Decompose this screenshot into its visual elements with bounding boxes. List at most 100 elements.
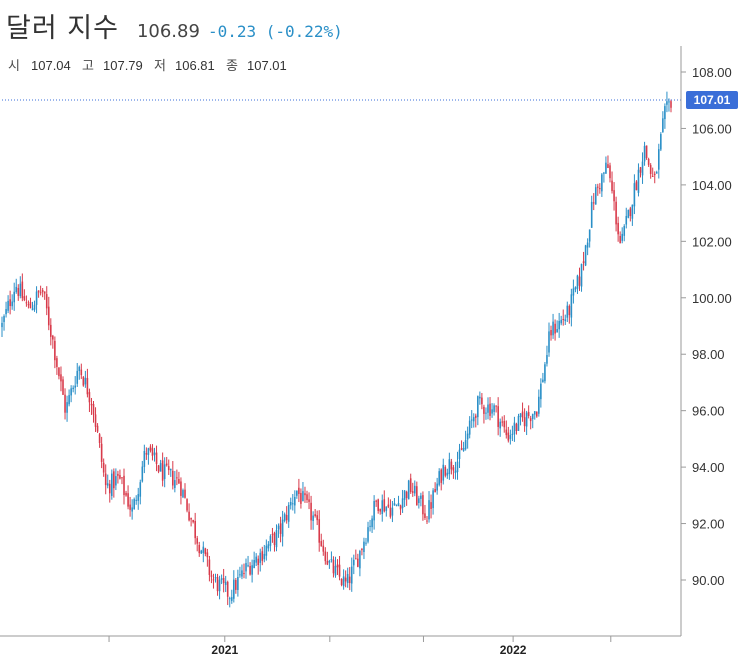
candle-body	[82, 377, 85, 386]
candle	[393, 498, 396, 506]
candle-body	[25, 302, 28, 304]
candle	[361, 547, 363, 556]
candle	[178, 471, 180, 484]
candle	[230, 589, 233, 604]
candle	[379, 508, 382, 515]
candle-body	[320, 541, 323, 547]
candle-body	[334, 565, 337, 576]
candle	[485, 407, 487, 420]
candle-body	[344, 577, 347, 582]
candle-body	[159, 463, 162, 472]
candle	[460, 440, 463, 451]
candle-body	[233, 579, 235, 599]
candle-body	[564, 319, 567, 322]
candle-body	[37, 290, 40, 293]
candle	[519, 413, 522, 426]
candle-body	[507, 432, 510, 441]
candle	[395, 504, 398, 507]
candle-body	[371, 518, 373, 528]
candle	[172, 461, 174, 490]
x-tick-label: 2021	[211, 643, 238, 657]
candle	[442, 458, 445, 485]
candle	[420, 492, 422, 507]
candle-body	[653, 173, 656, 176]
candle-body	[269, 536, 272, 546]
candle-body	[314, 514, 316, 516]
candle	[462, 441, 465, 452]
candle	[491, 403, 493, 418]
candle-body	[9, 299, 11, 307]
candle-body	[613, 190, 615, 202]
candle-body	[224, 581, 227, 585]
candle-body	[245, 563, 247, 572]
candle	[289, 497, 292, 510]
candle	[261, 546, 264, 566]
candle	[426, 516, 428, 525]
candle	[62, 376, 64, 395]
candle	[474, 413, 477, 428]
candle	[409, 473, 412, 494]
candle-body	[157, 465, 160, 472]
candle-body	[560, 319, 562, 324]
candle-body	[505, 429, 508, 436]
candle-body	[416, 486, 418, 506]
candle	[385, 506, 388, 517]
candle-body	[511, 433, 514, 435]
candle	[318, 510, 321, 552]
candle-body	[566, 305, 569, 318]
candle-body	[265, 545, 268, 556]
candle	[649, 163, 652, 179]
candle	[326, 551, 329, 566]
candle-body	[43, 291, 46, 294]
candle-body	[631, 204, 634, 219]
candle-body	[13, 291, 16, 303]
candle-body	[27, 304, 30, 306]
price-chart[interactable]: 108.00 106.00 104.00 102.00 100.00 98.00 96.00…	[0, 46, 743, 665]
y-tick-label: 100.00	[692, 291, 732, 306]
candle-body	[440, 469, 443, 483]
candle	[123, 468, 125, 505]
candle	[41, 287, 44, 298]
candle	[660, 132, 662, 152]
candle-body	[165, 463, 168, 466]
candle	[214, 573, 217, 583]
candle-body	[1, 322, 3, 328]
candle-body	[568, 305, 571, 316]
candle	[662, 111, 664, 133]
candle	[428, 491, 430, 523]
candle	[576, 274, 579, 294]
candle-body	[45, 294, 48, 309]
candle	[424, 504, 426, 520]
candle	[542, 372, 544, 383]
candle-body	[562, 319, 565, 321]
candle	[586, 238, 589, 256]
candle	[39, 285, 42, 296]
candle-body	[369, 525, 371, 527]
candle	[670, 99, 672, 113]
candle-body	[226, 581, 229, 597]
candle-body	[241, 570, 243, 577]
candle-body	[361, 548, 363, 551]
candle-body	[403, 490, 406, 500]
candle-body	[60, 374, 62, 382]
candle-body	[460, 448, 463, 450]
candle	[33, 300, 36, 312]
candle-body	[204, 548, 207, 555]
candle-body	[302, 491, 304, 502]
candle	[627, 209, 630, 219]
candle	[466, 426, 469, 449]
candle-body	[503, 421, 506, 428]
candle	[23, 289, 26, 302]
candle-body	[348, 576, 351, 584]
candle	[397, 495, 400, 507]
candle	[521, 402, 524, 422]
candle-body	[106, 483, 109, 486]
candle-body	[525, 412, 528, 427]
candle-body	[318, 519, 321, 543]
candle	[468, 416, 471, 439]
candle	[332, 556, 335, 578]
candle-body	[255, 556, 257, 563]
candle-body	[35, 291, 38, 305]
last-price: 106.89	[136, 21, 200, 42]
candle	[29, 297, 32, 309]
